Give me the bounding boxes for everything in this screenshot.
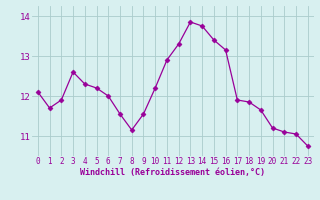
X-axis label: Windchill (Refroidissement éolien,°C): Windchill (Refroidissement éolien,°C) xyxy=(80,168,265,177)
